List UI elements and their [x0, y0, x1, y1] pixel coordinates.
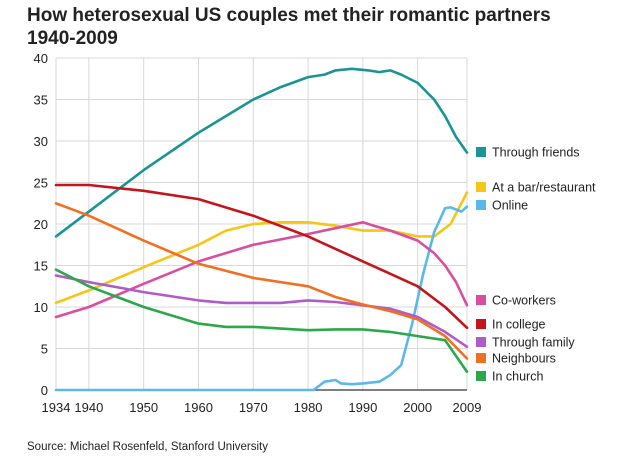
legend-label-through-friends: Through friends [492, 146, 580, 160]
x-tick-label: 1940 [74, 400, 103, 415]
legend-label-online: Online [492, 199, 528, 213]
legend-label-neighbours: Neighbours [492, 352, 556, 366]
legend-swatch-at-a-bar-restaurant [476, 182, 486, 192]
series-line-co-workers [54, 221, 469, 319]
legend-label-in-church: In church [492, 370, 543, 384]
chart-title: How heterosexual US couples met their ro… [27, 5, 551, 26]
x-tick-label: 1980 [294, 400, 323, 415]
series-line-neighbours [54, 202, 469, 360]
chart-title-block: How heterosexual US couples met their ro… [27, 4, 627, 50]
x-tick-label: 1934 [42, 400, 71, 415]
legend-swatch-in-college [476, 319, 486, 329]
legend-label-in-college: In college [492, 318, 546, 332]
series-line-at-a-bar-restaurant [54, 191, 469, 305]
y-tick-label: 5 [41, 342, 48, 357]
legend-swatch-co-workers [476, 295, 486, 305]
chart-subtitle: 1940-2009 [27, 28, 118, 49]
series-line-online [54, 205, 469, 392]
y-tick-label: 25 [34, 176, 48, 191]
legend-label-through-family: Through family [492, 336, 575, 350]
legend-swatch-online [476, 200, 486, 210]
y-tick-label: 10 [34, 300, 48, 315]
legend-label-co-workers: Co-workers [492, 294, 556, 308]
x-tick-label: 1950 [129, 400, 158, 415]
legend-swatch-neighbours [476, 353, 486, 363]
x-tick-label: 1970 [239, 400, 268, 415]
legend-label-at-a-bar-restaurant: At a bar/restaurant [492, 181, 596, 195]
x-tick-label: 1960 [184, 400, 213, 415]
series-line-in-college [54, 183, 469, 330]
x-tick-label: 2009 [453, 400, 482, 415]
y-tick-label: 40 [34, 51, 48, 66]
y-tick-label: 30 [34, 134, 48, 149]
y-tick-label: 0 [41, 383, 48, 398]
y-tick-label: 15 [34, 259, 48, 274]
legend-swatch-in-church [476, 371, 486, 381]
series-line-through-family [54, 274, 469, 349]
legend-swatch-through-friends [476, 147, 486, 157]
x-tick-label: 2000 [403, 400, 432, 415]
x-tick-label: 1990 [348, 400, 377, 415]
series-line-through-friends [54, 67, 469, 238]
y-tick-label: 20 [34, 217, 48, 232]
legend-swatch-through-family [476, 337, 486, 347]
y-tick-label: 35 [34, 93, 48, 108]
source-note: Source: Michael Rosenfeld, Stanford Univ… [27, 441, 268, 453]
series-line-in-church [54, 268, 469, 373]
